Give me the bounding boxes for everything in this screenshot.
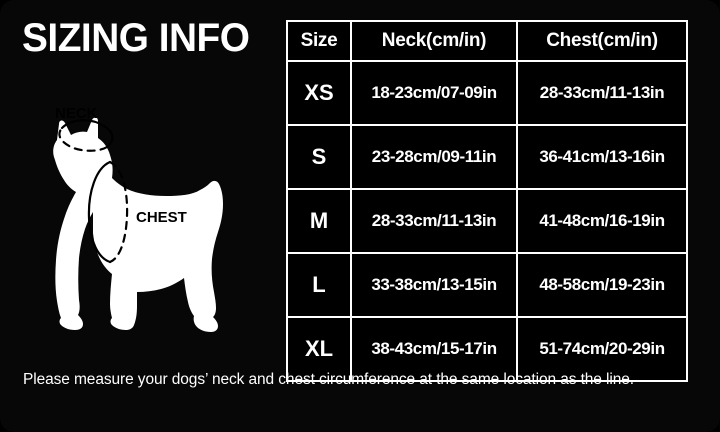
table-row: S 23-28cm/09-11in 36-41cm/13-16in [286,124,688,190]
chest-measure-dashed-arc [108,160,129,264]
table-header-row: Size Neck(cm/in) Chest(cm/in) [286,20,688,62]
cell-neck: 38-43cm/15-17in [350,316,518,382]
measurement-instruction-note: Please measure your dogs’ neck and chest… [23,371,634,388]
cell-size: L [286,252,352,318]
cell-size: XS [286,60,352,126]
cell-chest: 36-41cm/13-16in [516,124,688,190]
cell-neck: 28-33cm/11-13in [350,188,518,254]
column-header-neck: Neck(cm/in) [350,20,518,62]
cell-size: XL [286,316,352,382]
dog-measurement-figure: NECK CHEST [14,62,274,362]
column-header-chest: Chest(cm/in) [516,20,688,62]
neck-measure-dashed-arc [58,126,109,152]
cell-chest: 41-48cm/16-19in [516,188,688,254]
neck-measure-solid-arc [60,119,114,149]
column-header-size: Size [286,20,352,62]
cell-chest: 28-33cm/11-13in [516,60,688,126]
cell-neck: 18-23cm/07-09in [350,60,518,126]
table-row: XL 38-43cm/15-17in 51-74cm/20-29in [286,316,688,382]
table-row: L 33-38cm/13-15in 48-58cm/19-23in [286,252,688,318]
table-row: M 28-33cm/11-13in 41-48cm/16-19in [286,188,688,254]
cell-size: S [286,124,352,190]
cell-size: M [286,188,352,254]
size-chart-table: Size Neck(cm/in) Chest(cm/in) XS 18-23cm… [286,20,688,382]
cell-chest: 51-74cm/20-29in [516,316,688,382]
dog-silhouette-shape [53,117,223,332]
table-row: XS 18-23cm/07-09in 28-33cm/11-13in [286,60,688,126]
page-title: SIZING INFO [22,16,250,60]
cell-chest: 48-58cm/19-23in [516,252,688,318]
cell-neck: 23-28cm/09-11in [350,124,518,190]
chest-measure-solid-arc [87,160,112,264]
neck-label: NECK [55,105,98,122]
cell-neck: 33-38cm/13-15in [350,252,518,318]
chest-label: CHEST [136,209,187,226]
